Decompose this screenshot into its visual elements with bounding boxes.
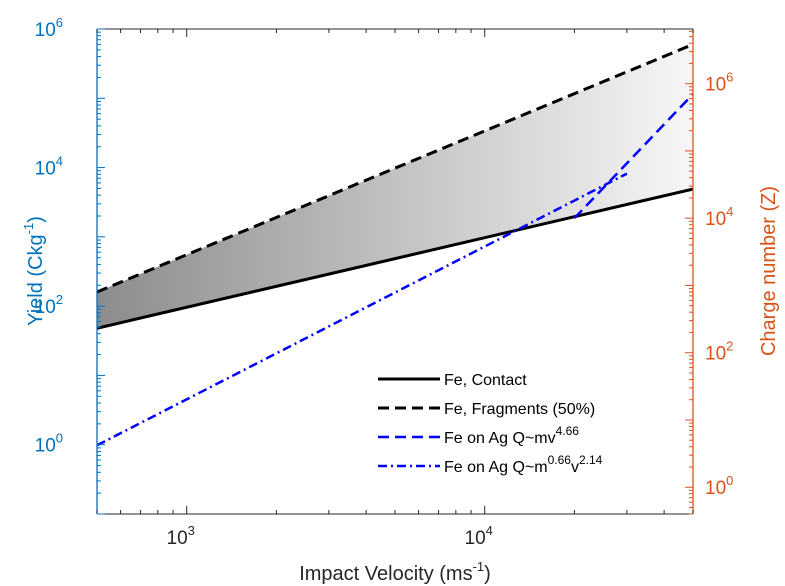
y-left-tick-label: 100: [35, 431, 63, 457]
x-tick-label: 103: [167, 523, 195, 549]
y-right-tick-label: 104: [705, 204, 733, 230]
y-right-tick-label: 102: [705, 339, 733, 365]
y-right-axis-title: Charge number (Z): [758, 186, 780, 356]
legend-label-4: Fe on Ag Q~m0.66v2.14: [444, 453, 603, 476]
x-axis-title: Impact Velocity (ms-1): [299, 559, 491, 585]
y-left-axis-title: Yield (Ckg-1): [21, 216, 47, 326]
y-left-tick-label: 102: [35, 292, 63, 318]
shaded-region: [97, 44, 693, 329]
series-line-1: [97, 187, 693, 330]
legend-label-2: Fe, Fragments (50%): [444, 401, 595, 418]
y-left-tick-label: 104: [35, 154, 63, 180]
series-line-3: [573, 93, 693, 220]
x-tick-label: 104: [465, 523, 493, 549]
series-line-4: [97, 172, 628, 447]
y-right-tick-label: 100: [705, 473, 733, 499]
legend-label-3: Fe on Ag Q~mv4.66: [444, 424, 579, 447]
y-left-tick-label: 106: [35, 15, 63, 41]
legend-label-1: Fe, Contact: [444, 372, 527, 389]
y-right-tick-label: 106: [705, 70, 733, 96]
series-line-2: [97, 42, 693, 294]
